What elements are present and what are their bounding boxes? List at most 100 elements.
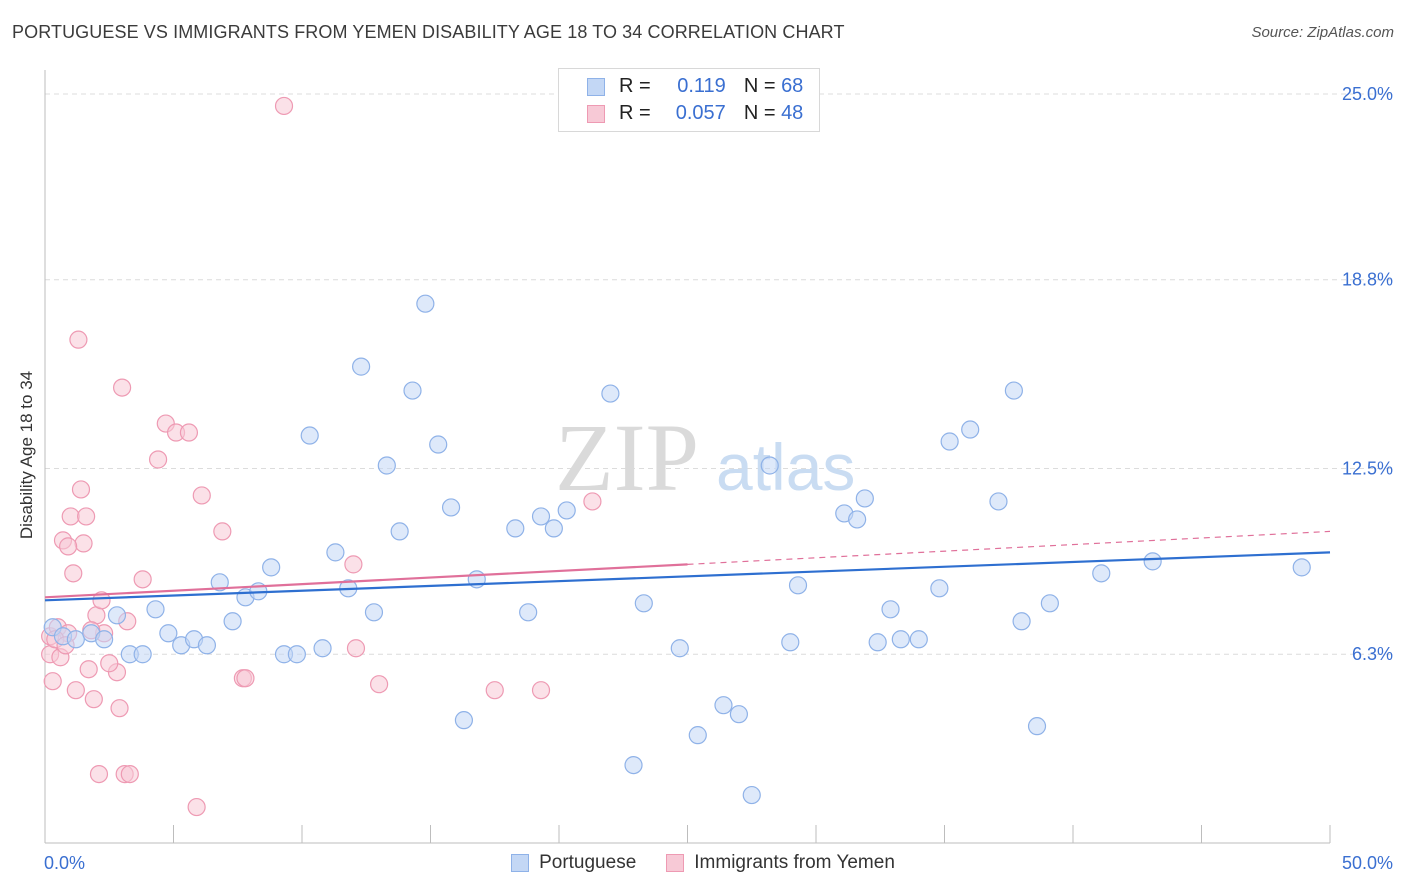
data-point-yemen (61, 507, 80, 526)
data-point-yemen (66, 681, 85, 700)
data-point-portuguese (891, 630, 910, 649)
data-point-portuguese (634, 594, 653, 613)
data-point-portuguese (729, 705, 749, 724)
legend-r-value: 0.057 (675, 102, 726, 124)
legend-n-label: N = (743, 75, 776, 97)
data-point-portuguese (159, 624, 178, 643)
data-point-portuguese (1012, 612, 1031, 631)
data-point-portuguese (1092, 564, 1111, 583)
data-point-portuguese (601, 384, 620, 403)
data-point-portuguese (66, 630, 85, 649)
data-point-yemen (133, 570, 152, 589)
data-point-portuguese (197, 636, 217, 655)
data-point-yemen (77, 507, 96, 526)
data-point-yemen (110, 699, 129, 718)
legend-swatch-blue (587, 77, 605, 96)
data-point-yemen (74, 534, 93, 553)
data-point-portuguese (95, 630, 114, 649)
data-point-portuguese (1040, 594, 1059, 613)
data-point-portuguese (881, 600, 900, 619)
data-point-yemen (100, 654, 119, 673)
data-point-portuguese (855, 489, 874, 508)
tick-labels: 6.3% 12.5% 18.8% 25.0% 0.0% 50.0% (44, 84, 1393, 873)
legend-item-yemen: Immigrants from Yemen (666, 852, 895, 874)
data-point-yemen (71, 480, 91, 499)
data-point-portuguese (1143, 552, 1162, 571)
data-point-portuguese (1292, 558, 1311, 577)
data-point-yemen (69, 330, 88, 349)
data-point-portuguese (287, 645, 306, 664)
data-point-portuguese (868, 633, 887, 652)
legend-item-portuguese: Portuguese (511, 852, 636, 874)
data-point-portuguese (377, 456, 396, 475)
data-point-yemen (192, 486, 211, 505)
data-point-yemen (112, 378, 132, 397)
data-point-portuguese (223, 612, 242, 631)
data-point-yemen (485, 681, 504, 700)
data-point-portuguese (848, 510, 867, 529)
source-label: Source: ZipAtlas.com (1251, 24, 1394, 41)
data-point-portuguese (441, 498, 461, 517)
data-point-yemen (583, 492, 602, 511)
data-point-portuguese (930, 579, 949, 598)
data-point-yemen (92, 591, 111, 610)
data-point-portuguese (989, 492, 1008, 511)
data-point-yemen (179, 423, 199, 442)
data-point-portuguese (781, 633, 800, 652)
x-tick-label: 50.0% (1342, 853, 1393, 873)
data-point-yemen (64, 564, 83, 583)
data-point-yemen (346, 639, 366, 658)
data-point-portuguese (390, 522, 409, 541)
data-point-yemen (344, 555, 363, 574)
data-point-portuguese (364, 603, 384, 622)
y-tick-label: 18.8% (1342, 270, 1393, 290)
series-portuguese-points (43, 294, 1311, 805)
data-point-yemen (89, 764, 109, 784)
data-point-portuguese (210, 573, 229, 592)
watermark-zip: ZIP (555, 404, 699, 511)
y-tick-label: 6.3% (1352, 644, 1393, 664)
data-point-portuguese (313, 639, 332, 658)
y-tick-label: 12.5% (1342, 458, 1393, 478)
legend-label-portuguese: Portuguese (539, 852, 637, 873)
legend-n-value: 68 (781, 75, 804, 97)
data-point-portuguese (1027, 717, 1047, 736)
legend-row-portuguese: R = 0.119 N = 68 (587, 75, 803, 98)
correlation-legend: R = 0.119 N = 68 R = 0.057 N = 48 (558, 68, 820, 132)
data-point-portuguese (146, 600, 165, 619)
legend-row-yemen: R = 0.057 N = 48 (587, 102, 803, 125)
trend-lines (44, 530, 1331, 602)
legend-swatch-pink (666, 854, 685, 872)
data-point-yemen (187, 797, 206, 817)
grid (45, 93, 1392, 655)
legend-n-value: 48 (781, 102, 804, 124)
trend-line-portuguese (44, 551, 1331, 602)
data-point-portuguese (909, 630, 928, 649)
y-tick-label: 25.0% (1342, 84, 1393, 104)
data-point-portuguese (352, 357, 371, 376)
data-point-yemen (120, 764, 139, 784)
data-point-portuguese (506, 519, 525, 538)
data-point-portuguese (688, 726, 707, 745)
data-point-yemen (236, 669, 255, 688)
data-point-portuguese (557, 501, 576, 520)
data-point-yemen (213, 522, 232, 541)
data-point-portuguese (940, 432, 959, 451)
axes (44, 70, 1331, 844)
data-point-portuguese (326, 543, 345, 562)
data-point-portuguese (760, 456, 779, 475)
data-point-yemen (531, 681, 551, 700)
series-legend: Portuguese Immigrants from Yemen (0, 852, 1406, 874)
series-yemen-points (41, 96, 602, 817)
data-point-portuguese (429, 435, 448, 454)
data-point-portuguese (262, 558, 281, 577)
watermark-atlas: atlas (716, 430, 855, 504)
x-tick-label: 0.0% (44, 853, 85, 873)
data-point-yemen (84, 690, 103, 709)
data-point-portuguese (107, 606, 127, 625)
data-point-portuguese (519, 603, 538, 622)
legend-swatch-blue (511, 854, 530, 872)
data-point-portuguese (961, 420, 980, 439)
data-point-portuguese (403, 381, 422, 400)
data-point-yemen (79, 660, 98, 679)
